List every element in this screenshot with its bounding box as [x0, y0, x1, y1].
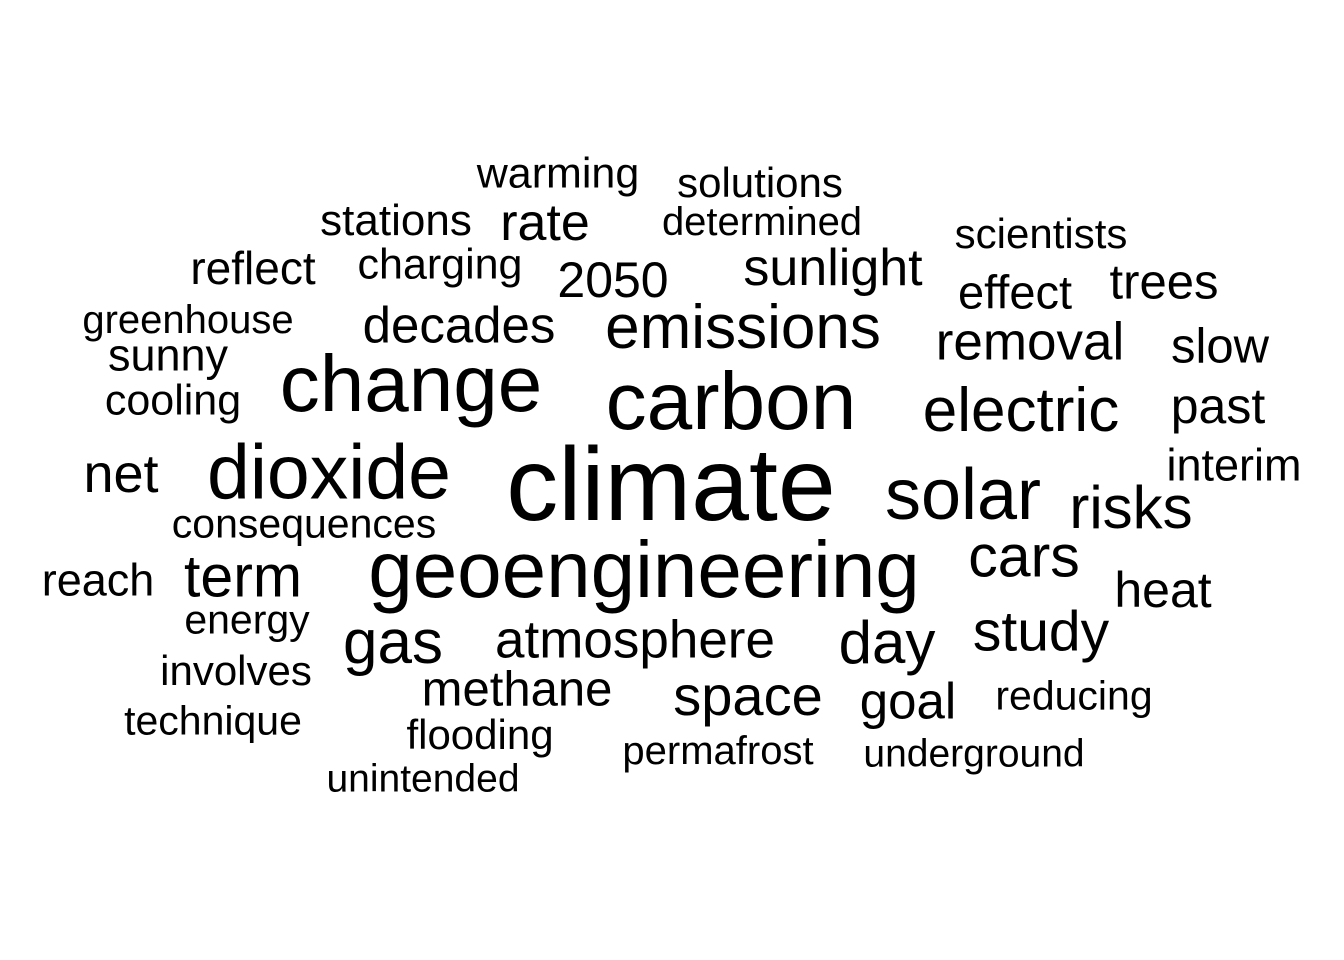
word-effect: effect	[957, 265, 1073, 319]
word-term: term	[184, 543, 302, 610]
word-warming: warming	[476, 149, 640, 198]
word-climate: climate	[506, 427, 836, 543]
word-unintended: unintended	[326, 757, 520, 801]
word-study: study	[972, 599, 1110, 664]
word-interim: interim	[1166, 439, 1302, 491]
word-determined: determined	[661, 200, 863, 244]
word-removal: removal	[935, 312, 1125, 372]
word-risks: risks	[1069, 474, 1193, 541]
word-consequences: consequences	[171, 500, 437, 547]
word-sunny: sunny	[107, 329, 229, 381]
word-carbon: carbon	[605, 356, 857, 447]
word-space: space	[673, 664, 823, 727]
word-trees: trees	[1109, 255, 1219, 310]
word-sunlight: sunlight	[743, 239, 923, 297]
word-net: net	[83, 444, 159, 504]
word-rate: rate	[500, 194, 590, 252]
word-charging: charging	[357, 240, 523, 289]
word-technique: technique	[124, 697, 302, 744]
word-heat: heat	[1114, 562, 1212, 618]
word-stations: stations	[320, 196, 472, 245]
word-reflect: reflect	[190, 242, 316, 294]
word-underground: underground	[863, 732, 1085, 776]
word-methane: methane	[421, 662, 613, 717]
word-gas: gas	[343, 608, 443, 677]
word-cooling: cooling	[104, 376, 242, 425]
word-2050: 2050	[557, 252, 669, 308]
word-atmosphere: atmosphere	[495, 610, 775, 670]
word-involves: involves	[160, 647, 312, 694]
word-goal: goal	[859, 672, 957, 730]
word-permafrost: permafrost	[622, 729, 814, 773]
word-scientists: scientists	[954, 210, 1128, 257]
word-reach: reach	[41, 554, 155, 606]
word-dioxide: dioxide	[206, 429, 452, 516]
word-change: change	[279, 339, 543, 428]
word-solutions: solutions	[677, 159, 843, 206]
word-geoengineering: geoengineering	[368, 525, 920, 614]
word-greenhouse: greenhouse	[82, 298, 294, 342]
word-emissions: emissions	[605, 293, 881, 362]
word-flooding: flooding	[406, 711, 554, 758]
word-energy: energy	[184, 596, 310, 643]
word-decades: decades	[362, 296, 556, 354]
word-cars: cars	[968, 523, 1080, 590]
word-slow: slow	[1170, 319, 1270, 374]
word-electric: electric	[922, 376, 1120, 445]
word-solar: solar	[884, 455, 1042, 535]
word-day: day	[838, 609, 936, 676]
word-reducing: reducing	[995, 672, 1153, 719]
word-past: past	[1170, 378, 1266, 434]
